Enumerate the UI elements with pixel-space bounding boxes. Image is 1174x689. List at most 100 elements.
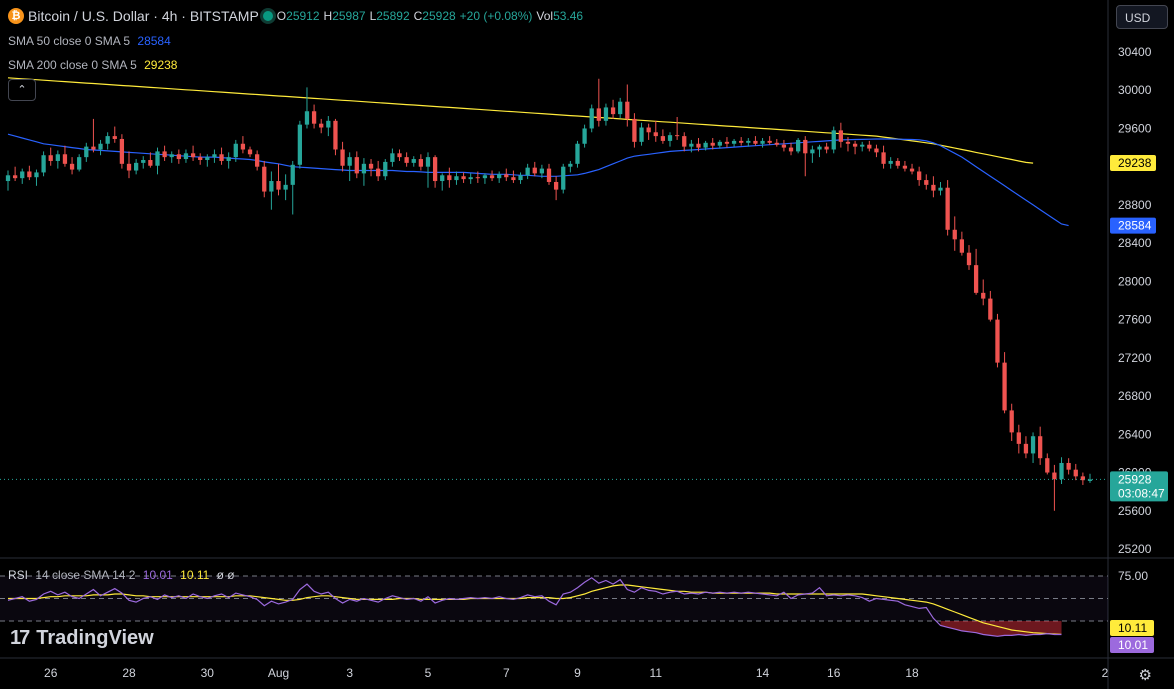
price-tick-label: 30400 [1118, 45, 1152, 59]
candle-body [411, 159, 416, 163]
candle-body [1023, 443, 1029, 454]
candle-body [69, 163, 75, 170]
candle-body [603, 107, 609, 121]
rsi-legend[interactable]: RSI 14 close SMA 14 2 10.01 10.11 ø ø [8, 568, 239, 582]
currency-select[interactable]: USD [1116, 5, 1168, 29]
time-tick-label: 30 [201, 666, 215, 680]
candle-body [1073, 469, 1078, 477]
rsi-value: 10.01 [142, 568, 173, 582]
candle-body [205, 157, 210, 161]
candle-body [233, 143, 238, 158]
price-tick-label: 25200 [1118, 542, 1152, 556]
candle-body [390, 153, 395, 162]
candle-body [482, 175, 488, 179]
candle-body [817, 146, 822, 150]
rsi-tick-label: 75.00 [1118, 569, 1148, 583]
candle-body [119, 138, 125, 164]
candle-body [262, 166, 267, 192]
candle-body [176, 154, 181, 160]
time-tick-label: 28 [122, 666, 136, 680]
rsi-params: 14 close SMA 14 2 [35, 568, 136, 582]
candle-body [41, 155, 46, 173]
candle-body [226, 157, 231, 161]
candle-body [397, 153, 402, 158]
candle-body [404, 157, 409, 163]
rsi-extra: ø ø [216, 568, 235, 582]
candle-body [867, 144, 872, 149]
sma50-legend[interactable]: SMA 50 close 0 SMA 5 28584 [8, 34, 175, 48]
candle-body [447, 175, 452, 181]
time-tick-label: 5 [425, 666, 432, 680]
candle-body [824, 146, 829, 150]
tradingview-logo[interactable]: 17 TradingView [10, 627, 154, 650]
candle-body [383, 161, 388, 177]
candle-body [425, 157, 431, 167]
candle-body [376, 168, 381, 177]
candle-body [1045, 458, 1050, 473]
price-tick-label: 29600 [1118, 121, 1152, 135]
candle-body [938, 187, 943, 191]
sma50-badge-label: 28584 [1118, 219, 1152, 233]
candle-body [860, 144, 865, 147]
candle-body [1030, 436, 1036, 454]
candle-body [767, 140, 772, 143]
candle-body [917, 171, 922, 181]
candle-body [973, 265, 979, 293]
high-label: H [323, 9, 333, 23]
candle-body [304, 111, 310, 125]
candle-body [247, 149, 253, 155]
rsi-sma-value: 10.11 [180, 568, 210, 582]
candle-body [831, 130, 836, 150]
candle-body [1052, 472, 1057, 480]
sma200-label: SMA 200 close 0 SMA 5 [8, 58, 137, 72]
candle-body [5, 175, 11, 182]
candle-body [27, 171, 32, 178]
time-tick-label: 16 [827, 666, 841, 680]
price-tick-label: 26800 [1118, 389, 1152, 403]
symbol-title[interactable]: Bitcoin / U.S. Dollar · 4h · BITSTAMP [28, 8, 259, 24]
rsi-sma-badge-label: 10.11 [1118, 621, 1147, 635]
candle-body [1009, 410, 1014, 433]
candle-body [852, 143, 858, 147]
time-tick-label: 3 [346, 666, 353, 680]
sma200-value: 29238 [144, 58, 178, 72]
candle-body [98, 143, 103, 150]
candle-body [162, 151, 167, 158]
candle-body [625, 101, 630, 119]
candle-body [781, 144, 787, 148]
candle-body [141, 160, 146, 163]
volume-value: 53.46 [553, 9, 584, 23]
candle-body [888, 160, 893, 164]
candle-body [1080, 476, 1086, 481]
candle-body [1066, 462, 1071, 470]
candle-body [12, 175, 18, 179]
candle-body [874, 148, 879, 153]
candle-body [575, 143, 580, 164]
candle-body [717, 141, 722, 146]
sma200-line [7, 77, 1034, 164]
price-tick-label: 28800 [1118, 198, 1152, 212]
candle-body [995, 319, 1000, 363]
sma200-legend[interactable]: SMA 200 close 0 SMA 5 29238 [8, 58, 181, 72]
close-label: C [413, 9, 423, 23]
candle-body [546, 168, 552, 182]
candle-body [952, 229, 957, 240]
candle-body [632, 118, 637, 142]
candle-body [724, 141, 730, 144]
candle-body [55, 154, 60, 161]
candle-body [418, 159, 424, 167]
candle-body [532, 167, 537, 174]
time-tick-label: 2 [1102, 666, 1109, 680]
candle-body [788, 147, 794, 152]
candle-body [909, 168, 915, 172]
candle-body [931, 184, 936, 191]
candle-body [653, 132, 658, 137]
collapse-legend-button[interactable]: ⌃ [8, 79, 36, 101]
change-value: +20 (+0.08%) [459, 9, 533, 23]
candle-body [838, 130, 843, 142]
candle-body [902, 165, 908, 169]
gear-icon[interactable]: ⚙ [1138, 667, 1152, 684]
candle-body [746, 140, 751, 143]
candle-body [326, 120, 331, 128]
